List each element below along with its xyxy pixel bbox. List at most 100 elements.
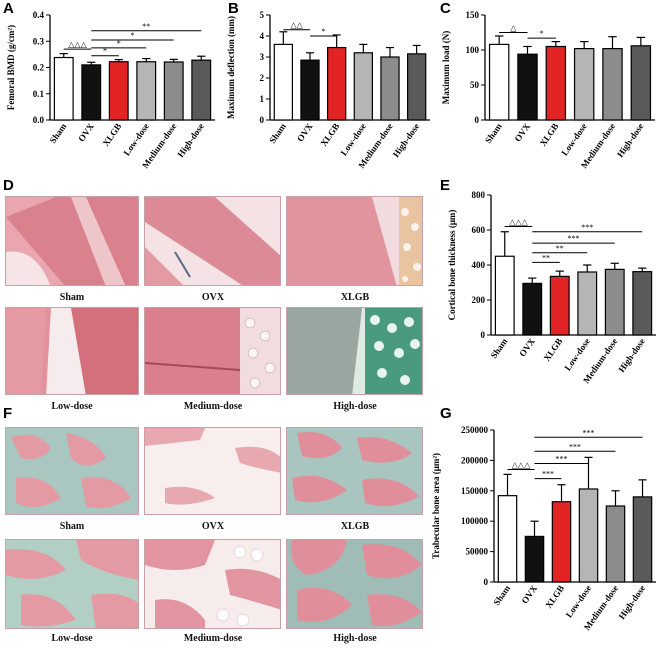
y-tick-label: 100000 (461, 516, 489, 526)
bar-ovx (81, 64, 102, 121)
y-tick-label: 600 (472, 225, 486, 235)
y-tick-label: 0.0 (33, 115, 45, 125)
x-tick-label: OVX (517, 336, 537, 359)
histology-f-ovx (144, 427, 281, 515)
bar-medium-dose (605, 505, 626, 583)
y-tick-label: 0.3 (33, 36, 45, 46)
x-tick-label: High-dose (616, 336, 647, 374)
histology-d-label-xlgb: XLGB (340, 292, 370, 303)
bar-high-dose (191, 59, 212, 121)
bar-low-dose (578, 488, 599, 583)
significance-label: △△△ (68, 40, 87, 49)
chart-trabecular-area: 0 50000 100000 150000 200000 250000 Trabecular… (431, 425, 656, 632)
histology-f-high-dose (286, 539, 423, 629)
x-tick-label: Sham (489, 336, 510, 360)
x-tick-label: Low-dose (121, 121, 150, 157)
bar-medium-dose (604, 268, 625, 336)
histology-d-label-medium-dose: Medium-dose (183, 401, 243, 412)
x-tick-label: Sham (491, 583, 512, 607)
y-tick-label: 200 (472, 295, 486, 305)
bar-ovx (517, 53, 538, 121)
y-tick-label: 200000 (461, 455, 489, 465)
histology-d-label-high-dose: High-dose (333, 401, 377, 412)
y-axis-label: Trabecular bone area (μm²) (431, 453, 441, 559)
bar-sham (494, 255, 515, 336)
x-tick-label: Low-dose (562, 336, 591, 372)
x-tick-label: Sham (267, 121, 288, 145)
histology-f-low-dose (5, 539, 139, 629)
bar-sham (497, 495, 518, 583)
x-tick-label: High-dose (391, 121, 422, 159)
chart-femoral-bmd: 0.0 0.1 0.2 0.3 0.4 Femoral BMD (g/cm²) Sham OV… (6, 10, 215, 170)
histology-d-ovx (144, 196, 281, 286)
significance-label: △△△ (512, 461, 531, 470)
panel-letter-g: G (440, 405, 452, 422)
y-tick-label: 250000 (461, 425, 489, 435)
y-tick-label: 1 (260, 94, 265, 104)
chart-cortical-thickness: 0 200 400 600 800 Cortical bone thickness (μm… (447, 190, 656, 385)
y-tick-label: 0 (260, 115, 265, 125)
histology-f-xlgb (286, 427, 423, 515)
significance-label: *** (581, 223, 593, 232)
x-tick-label: XLGB (543, 583, 566, 610)
bar-xlgb (108, 61, 129, 121)
histology-d-sham (5, 196, 139, 286)
y-tick-label: 5 (260, 10, 265, 20)
bar-low-dose (136, 61, 157, 121)
significance-label: * (321, 27, 325, 36)
x-tick-label: Sham (48, 121, 69, 145)
significance-label: ** (556, 244, 564, 253)
x-tick-label: Sham (483, 121, 504, 145)
x-tick-label: OVX (519, 583, 539, 606)
significance-label: * (540, 29, 544, 38)
x-tick-label: XLGB (101, 121, 124, 148)
significance-label: * (103, 47, 107, 56)
significance-label: △△ (291, 21, 304, 30)
significance-label: △△△ (509, 218, 528, 227)
bar-xlgb (549, 275, 570, 336)
y-tick-label: 0 (475, 115, 480, 125)
bar-medium-dose (380, 56, 400, 121)
bar-sham (488, 43, 510, 121)
x-tick-label: Low-dose (339, 121, 368, 157)
histology-d-label-sham: Sham (59, 292, 85, 303)
y-tick-label: 50 (470, 80, 480, 90)
y-tick-label: 0.2 (33, 63, 45, 73)
panel-letter-b: B (228, 0, 239, 17)
bar-low-dose (577, 271, 598, 336)
y-tick-label: 50000 (466, 547, 489, 557)
histology-f-sham (5, 427, 139, 515)
y-axis-label: Maximum load (N) (441, 31, 451, 105)
bar-high-dose (407, 53, 427, 121)
chart-maximum-load: 0 50 100 150 Maximum load (N) Sham OVX XLGBLow-… (441, 10, 655, 170)
x-tick-label: High-dose (175, 121, 206, 159)
significance-label: *** (583, 428, 595, 437)
panel-letter-c: C (440, 0, 451, 17)
x-tick-label: XLGB (318, 121, 341, 148)
x-tick-label: High-dose (615, 121, 646, 159)
histology-d-xlgb (286, 196, 423, 286)
bar-ovx (524, 535, 545, 583)
bar-medium-dose (163, 61, 184, 121)
histology-d-low-dose (5, 307, 139, 395)
x-tick-label: OVX (512, 121, 532, 144)
panel-letter-a: A (3, 0, 14, 17)
significance-label: * (131, 31, 135, 40)
significance-label: *** (569, 442, 581, 451)
y-tick-label: 4 (260, 31, 265, 41)
x-tick-label: OVX (76, 121, 96, 144)
panel-letter-e: E (440, 177, 451, 194)
histology-d-medium-dose (144, 307, 281, 395)
y-tick-label: 0 (484, 577, 489, 587)
significance-label: ** (542, 253, 550, 262)
significance-label: ** (142, 22, 150, 31)
bar-xlgb (551, 501, 572, 583)
x-tick-label: High-dose (617, 583, 648, 621)
chart-maximum-deflection: 0 1 2 3 4 5 Maximum deflection (mm) Sham OVX XLGB… (226, 10, 430, 170)
y-tick-label: 150000 (461, 486, 489, 496)
x-tick-label: XLGB (542, 336, 565, 363)
histology-f-label-sham: Sham (59, 521, 85, 532)
y-tick-label: 3 (260, 52, 265, 62)
bar-high-dose (632, 271, 653, 336)
x-tick-label: Low-dose (559, 121, 588, 157)
